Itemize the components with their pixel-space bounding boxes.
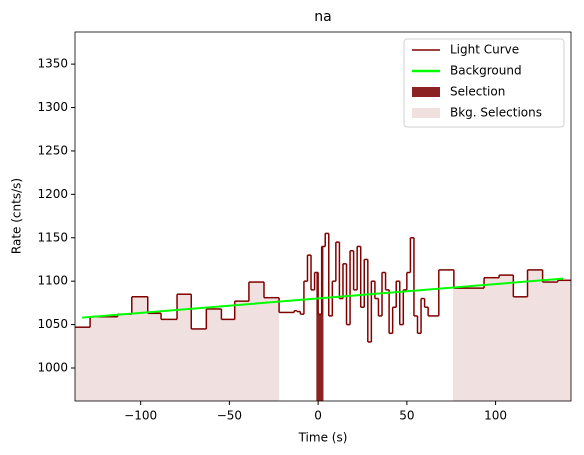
y-tick-label: 1300 — [37, 100, 68, 114]
x-tick-label: 100 — [484, 409, 507, 423]
y-tick-label: 1000 — [37, 361, 68, 375]
y-tick-label: 1200 — [37, 187, 68, 201]
legend-swatch — [412, 87, 440, 97]
y-tick-label: 1350 — [37, 57, 68, 71]
x-axis-label: Time (s) — [298, 431, 348, 445]
y-tick-label: 1150 — [37, 230, 68, 244]
legend-swatch — [412, 108, 440, 118]
legend-label: Background — [450, 64, 522, 78]
legend-label: Light Curve — [450, 43, 519, 57]
x-tick-label: −50 — [217, 409, 242, 423]
x-tick-label: 0 — [314, 409, 322, 423]
legend-box — [403, 38, 565, 128]
y-axis-label: Rate (cnts/s) — [10, 178, 24, 254]
legend-label: Selection — [450, 85, 505, 99]
plot — [75, 232, 571, 401]
bkg-selection — [452, 269, 571, 401]
plot-frame — [74, 31, 572, 402]
y-tick-label: 1100 — [37, 274, 68, 288]
chart-title: na — [314, 9, 331, 25]
y-tick-label: 1050 — [37, 317, 68, 331]
x-tick-label: −100 — [124, 409, 157, 423]
background-line — [82, 277, 564, 319]
legend-label: Bkg. Selections — [450, 106, 542, 120]
x-tick-label: 50 — [399, 409, 414, 423]
y-tick-label: 1250 — [37, 143, 68, 157]
bkg-selection — [75, 282, 280, 401]
